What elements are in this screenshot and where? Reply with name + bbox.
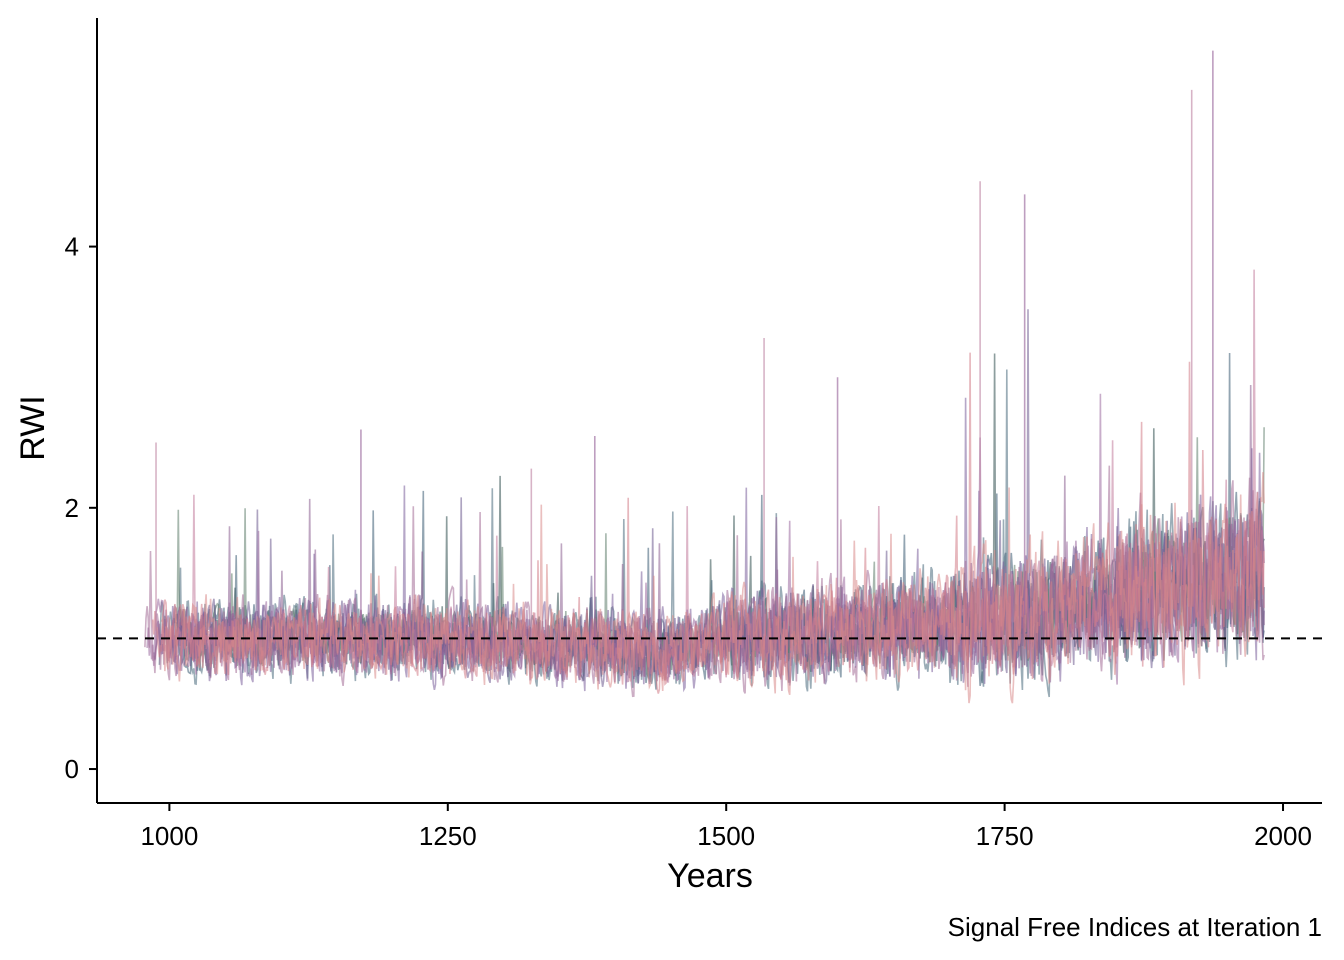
x-tick-label: 1500: [697, 821, 755, 851]
y-tick-label: 4: [65, 232, 79, 262]
y-tick-label: 0: [65, 754, 79, 784]
y-axis-ticks: 0 2 4: [65, 232, 97, 784]
x-tick-label: 1250: [419, 821, 477, 851]
x-tick-label: 1750: [976, 821, 1034, 851]
x-tick-label: 1000: [140, 821, 198, 851]
x-axis-title: Years: [667, 857, 753, 895]
axes: [96, 18, 1322, 804]
series-line-12: [160, 472, 1265, 704]
y-axis-title: RWI: [14, 395, 52, 460]
plot-area: [144, 50, 1265, 704]
chart-caption: Signal Free Indices at Iteration 1: [948, 912, 1322, 942]
y-tick-label: 2: [65, 493, 79, 523]
x-axis-ticks: 1000 1250 1500 1750 2000: [140, 803, 1312, 851]
x-tick-label: 2000: [1254, 821, 1312, 851]
